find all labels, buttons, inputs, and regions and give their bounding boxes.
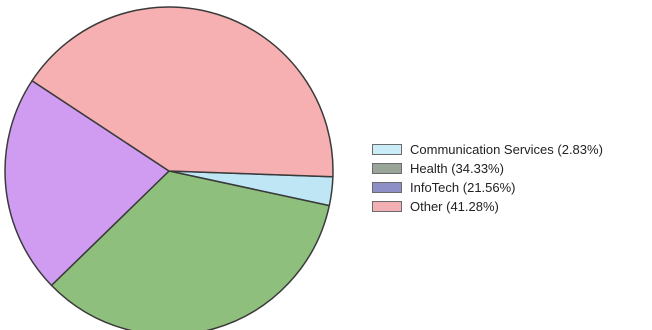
legend-swatch	[372, 144, 402, 155]
legend-item-other: Other (41.28%)	[372, 197, 603, 216]
legend-item-health: Health (34.33%)	[372, 159, 603, 178]
legend-item-infotech: InfoTech (21.56%)	[372, 178, 603, 197]
legend-swatch	[372, 163, 402, 174]
legend-swatch	[372, 182, 402, 193]
legend-label: InfoTech (21.56%)	[410, 180, 516, 195]
legend-label: Health (34.33%)	[410, 161, 504, 176]
legend-label: Other (41.28%)	[410, 199, 499, 214]
legend: Communication Services (2.83%) Health (3…	[372, 140, 603, 216]
pie-slice-other	[31, 6, 334, 178]
legend-item-communication-services: Communication Services (2.83%)	[372, 140, 603, 159]
legend-label: Communication Services (2.83%)	[410, 142, 603, 157]
pie-slice-infotech	[4, 79, 170, 287]
pie-slice-health	[50, 170, 331, 330]
legend-swatch	[372, 201, 402, 212]
